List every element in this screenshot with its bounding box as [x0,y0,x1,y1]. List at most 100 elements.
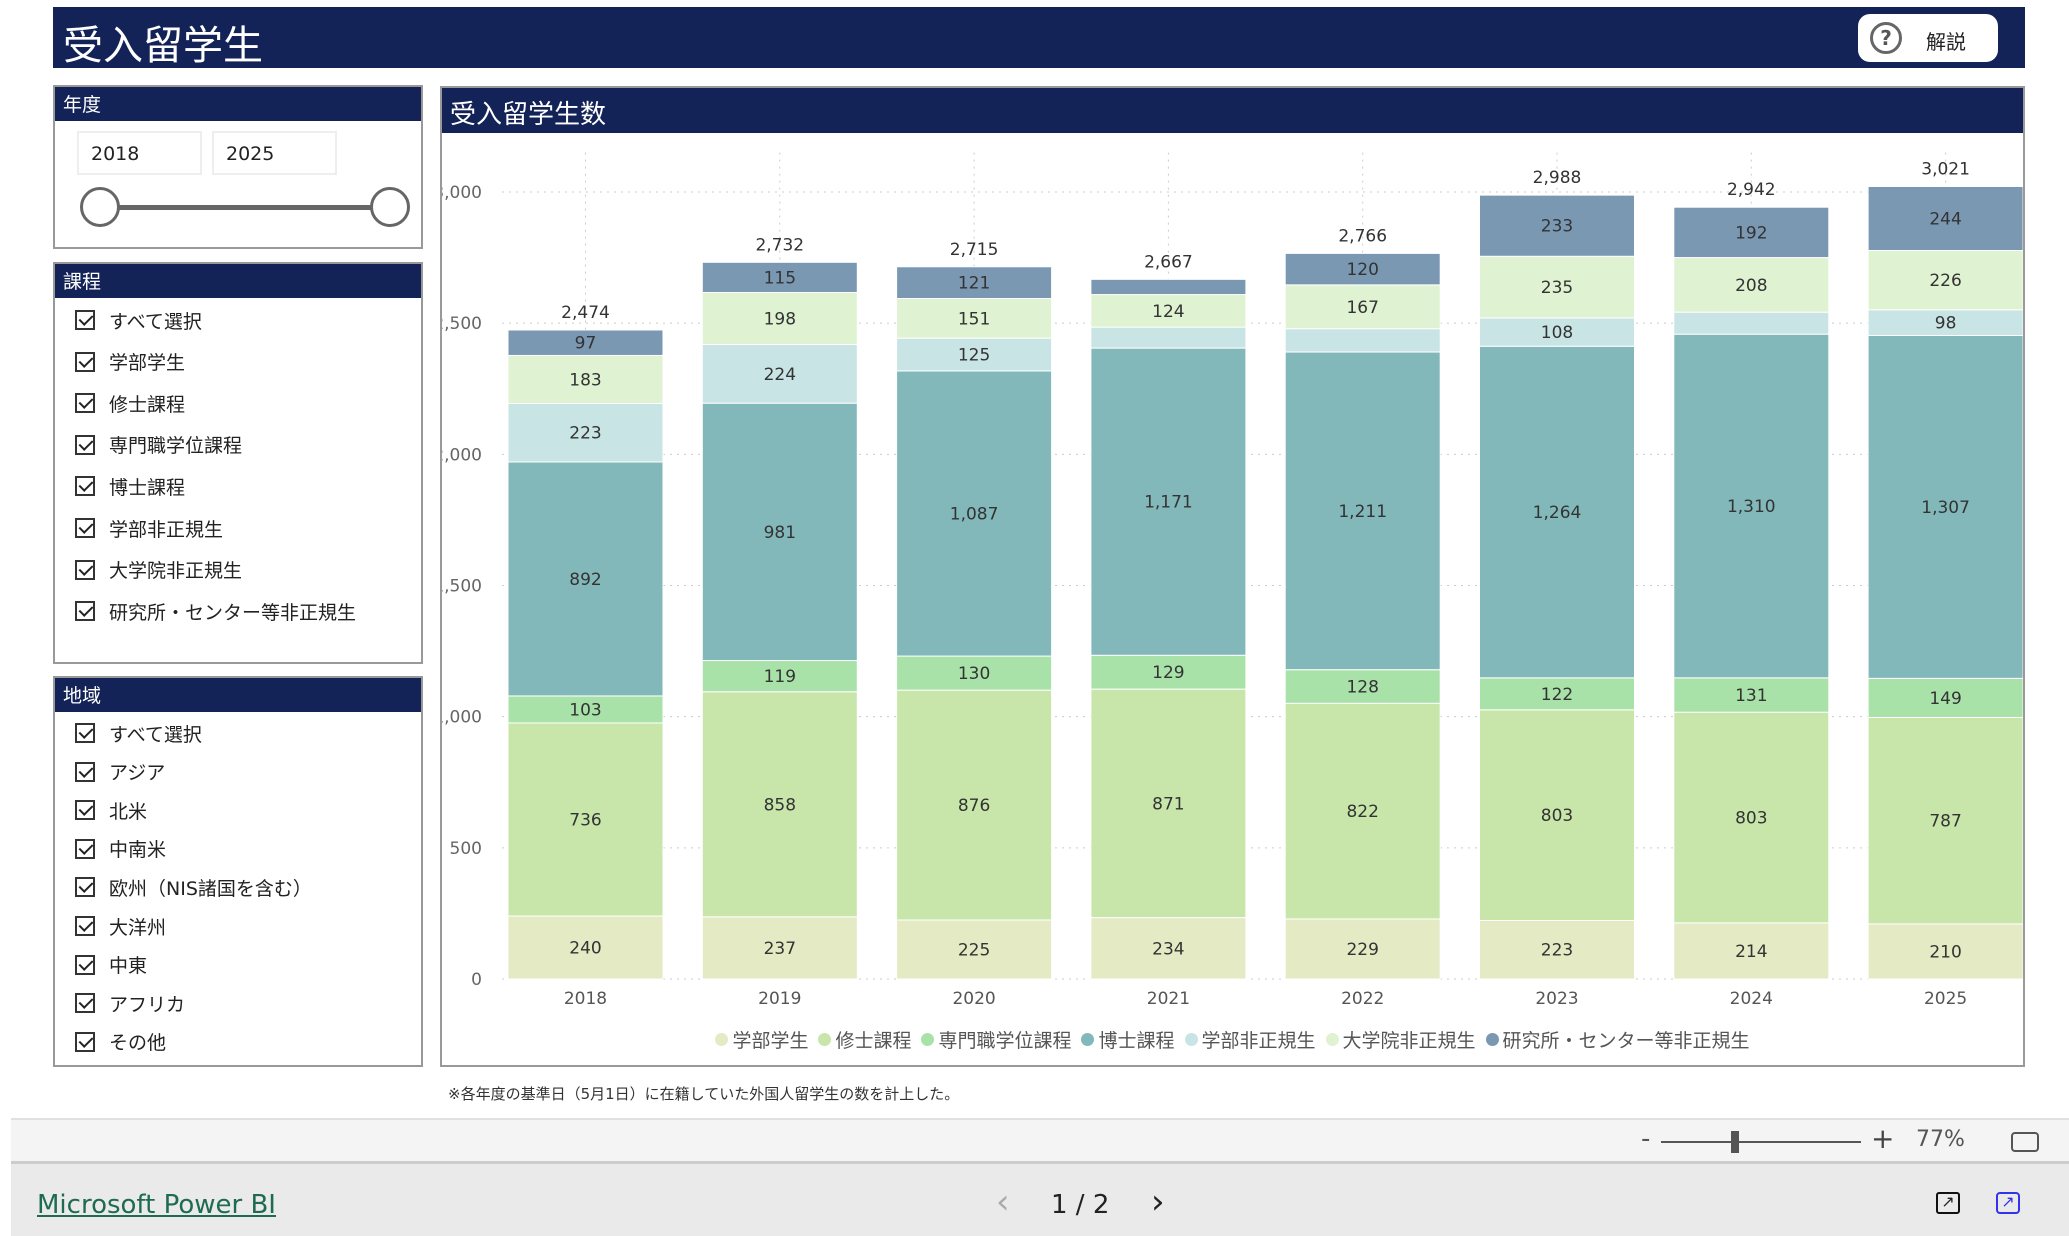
checkbox-item[interactable]: すべて選択 [75,305,202,335]
year-slider-track[interactable] [100,205,385,210]
bar-segment[interactable] [896,298,1053,339]
bar-segment[interactable] [1867,185,2023,252]
bar-segment[interactable] [1284,351,1441,671]
checkbox-item[interactable]: 中南米 [75,834,166,864]
help-button[interactable]: ? 解説 [1858,14,1998,62]
bar-segment[interactable] [1867,250,2023,311]
checkbox-item[interactable]: すべて選択 [75,718,202,748]
checkbox-checked-icon[interactable] [75,916,95,936]
year-slider-end-handle[interactable] [370,187,410,227]
legend-item[interactable]: 修士課程 [818,1026,911,1053]
bar-segment[interactable] [701,343,858,404]
bar-segment[interactable] [1284,702,1441,920]
checkbox-checked-icon[interactable] [75,838,95,859]
bar-segment[interactable] [896,655,1053,691]
checkbox-checked-icon[interactable] [75,761,95,782]
checkbox-checked-icon[interactable] [75,476,95,497]
bar-segment[interactable] [1673,333,1830,679]
checkbox-checked-icon[interactable] [75,310,95,330]
bar-segment[interactable] [1479,709,1635,921]
bar-segment[interactable] [701,691,858,918]
checkbox-checked-icon[interactable] [75,518,95,538]
bar-segment[interactable] [1673,257,1830,313]
bar-segment[interactable] [1479,919,1635,980]
bar-segment[interactable] [1090,326,1247,349]
checkbox-checked-icon[interactable] [75,434,95,455]
zoom-out-button[interactable]: - [1641,1124,1651,1154]
checkbox-item[interactable]: アフリカ [75,988,185,1018]
checkbox-item[interactable]: 博士課程 [75,471,185,501]
bar-segment[interactable] [1090,294,1247,328]
bar-segment[interactable] [1673,922,1830,980]
bar-segment[interactable] [507,722,664,917]
checkbox-checked-icon[interactable] [75,601,95,622]
bar-segment[interactable] [1867,309,2023,336]
checkbox-item[interactable]: 学部学生 [75,347,185,377]
open-in-new-window-icon[interactable]: ↗ [1996,1192,2020,1214]
fit-to-page-icon[interactable] [2011,1132,2039,1152]
bar-segment[interactable] [1090,278,1247,296]
bar-segment[interactable] [507,402,664,463]
bar-segment[interactable] [1867,677,2023,718]
zoom-in-button[interactable]: + [1871,1122,1895,1155]
checkbox-item[interactable]: 研究所・センター等非正規生 [75,596,356,626]
bar-segment[interactable] [896,266,1053,300]
bar-segment[interactable] [1867,334,2023,679]
checkbox-checked-icon[interactable] [75,351,95,372]
bar-segment[interactable] [1090,688,1247,919]
next-page-button[interactable]: › [1151,1182,1165,1222]
bar-segment[interactable] [701,291,858,345]
bar-segment[interactable] [1284,918,1441,980]
checkbox-checked-icon[interactable] [75,723,95,743]
checkbox-item[interactable]: アジア [75,757,165,787]
bar-segment[interactable] [507,461,664,697]
checkbox-checked-icon[interactable] [75,800,95,821]
prev-page-button[interactable]: ‹ [996,1182,1010,1222]
bar-segment[interactable] [507,915,664,980]
bar-segment[interactable] [701,261,858,293]
bar-segment[interactable] [1673,677,1830,713]
bar-segment[interactable] [1479,194,1635,257]
bar-segment[interactable] [1673,311,1830,335]
checkbox-checked-icon[interactable] [75,954,95,975]
bar-segment[interactable] [896,919,1053,980]
bar-segment[interactable] [1284,252,1441,286]
bar-segment[interactable] [1867,716,2023,925]
checkbox-item[interactable]: 学部非正規生 [75,513,223,543]
zoom-slider-handle[interactable] [1731,1131,1739,1153]
bar-segment[interactable] [896,337,1053,372]
bar-segment[interactable] [1284,328,1441,353]
bar-segment[interactable] [701,916,858,980]
checkbox-item[interactable]: その他 [75,1027,166,1057]
zoom-slider[interactable] [1661,1141,1861,1143]
checkbox-item[interactable]: 大学院非正規生 [75,555,242,585]
legend-item[interactable]: 学部学生 [715,1026,808,1053]
checkbox-checked-icon[interactable] [75,559,95,580]
legend-item[interactable]: 専門職学位課程 [921,1026,1071,1053]
bar-segment[interactable] [896,370,1053,657]
bar-segment[interactable] [1867,923,2023,980]
legend-item[interactable]: 学部非正規生 [1184,1026,1316,1053]
checkbox-item[interactable]: 中東 [75,950,147,980]
bar-segment[interactable] [1673,206,1830,259]
checkbox-item[interactable]: 専門職学位課程 [75,430,242,460]
bar-segment[interactable] [1090,347,1247,656]
checkbox-item[interactable]: 北米 [75,795,147,825]
legend-item[interactable]: 研究所・センター等非正規生 [1485,1026,1750,1053]
year-to-input[interactable]: 2025 [212,131,337,175]
checkbox-checked-icon[interactable] [75,877,95,898]
checkbox-item[interactable]: 修士課程 [75,388,185,418]
bar-segment[interactable] [701,402,858,662]
share-icon[interactable]: ↗ [1936,1192,1960,1214]
checkbox-item[interactable]: 大洋州 [75,911,166,941]
legend-item[interactable]: 大学院非正規生 [1325,1026,1476,1053]
year-slider-start-handle[interactable] [80,187,120,227]
power-bi-link[interactable]: Microsoft Power BI [37,1190,276,1220]
bar-segment[interactable] [896,689,1053,921]
bar-segment[interactable] [1090,654,1247,690]
bar-segment[interactable] [1479,317,1635,347]
bar-segment[interactable] [507,329,664,356]
bar-segment[interactable] [1090,917,1247,980]
legend-item[interactable]: 博士課程 [1081,1026,1175,1053]
checkbox-checked-icon[interactable] [75,993,95,1014]
